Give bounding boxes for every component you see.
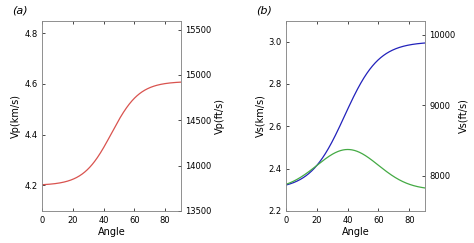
Text: (a): (a) <box>12 5 27 15</box>
Y-axis label: Vp(ft/s): Vp(ft/s) <box>215 98 225 134</box>
Y-axis label: Vs(ft/s): Vs(ft/s) <box>458 98 468 133</box>
Y-axis label: Vp(km/s): Vp(km/s) <box>11 94 21 138</box>
Y-axis label: Vs(km/s): Vs(km/s) <box>255 94 265 137</box>
Text: (b): (b) <box>256 5 272 15</box>
X-axis label: Angle: Angle <box>98 227 125 237</box>
X-axis label: Angle: Angle <box>342 227 369 237</box>
